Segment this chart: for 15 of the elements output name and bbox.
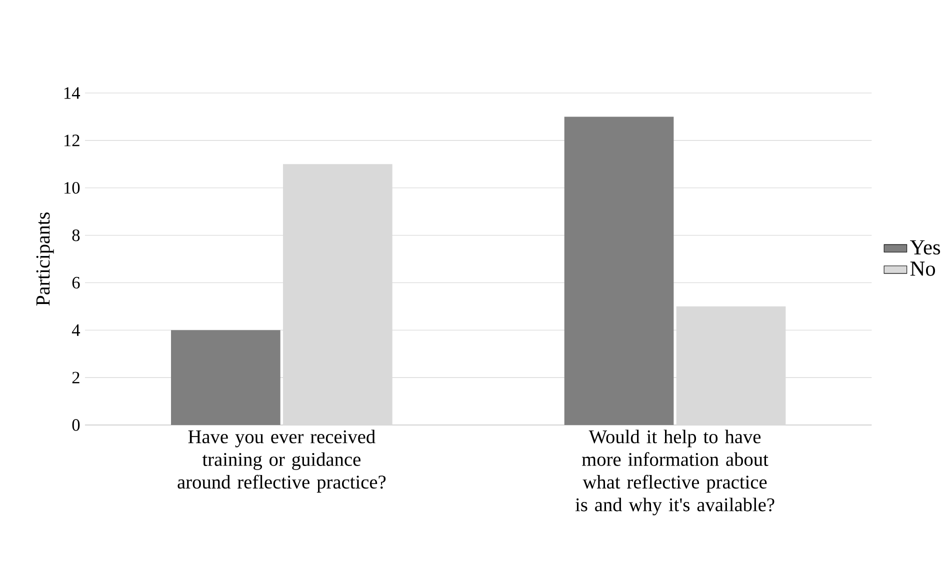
bar [564, 116, 674, 425]
y-tick-label: 4 [72, 324, 80, 336]
y-tick-label: 12 [64, 134, 80, 146]
y-tick-label: 6 [72, 276, 80, 289]
y-tick-label: 8 [72, 229, 80, 242]
y-tick-label: 14 [64, 87, 80, 99]
y-axis-title: Participants [36, 212, 54, 306]
x-tick-label: Have you ever received training or guidance around reflective practice? [178, 430, 386, 493]
y-tick-label: 2 [72, 372, 80, 384]
y-tick-label: 10 [64, 182, 80, 194]
bar [171, 330, 280, 425]
legend-label: No [910, 262, 936, 276]
y-tick-label: 0 [72, 419, 80, 431]
legend-label: Yes [910, 240, 940, 255]
x-tick-label: Would it help to have more information about what reflective practice is and why it's available? [575, 430, 774, 516]
